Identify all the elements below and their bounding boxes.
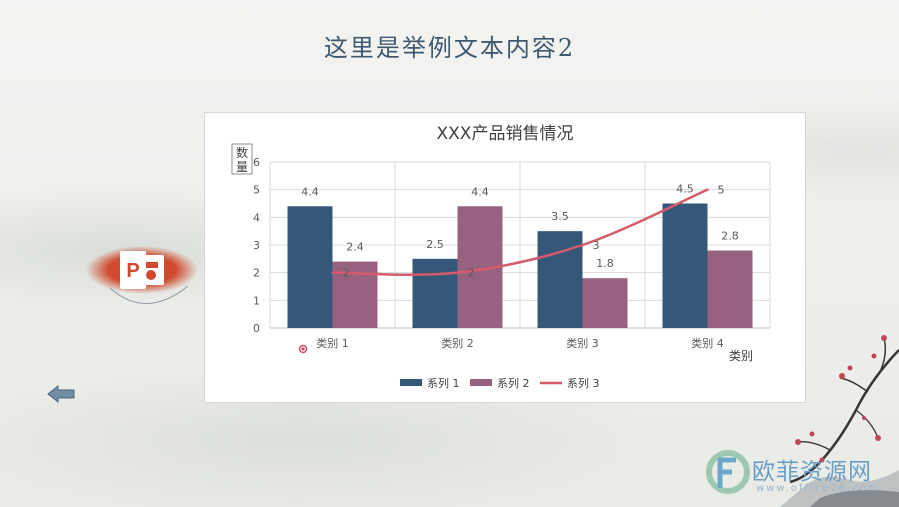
- svg-text:量: 量: [236, 160, 248, 174]
- data-label: 1.8: [596, 257, 614, 270]
- legend-swatch: [470, 379, 492, 386]
- watermark-text: 欧菲资源网: [752, 459, 872, 485]
- x-tick-label: 类别 4: [691, 336, 724, 350]
- x-tick-label: 类别 2: [441, 336, 474, 350]
- bar-series-1: [412, 258, 458, 328]
- line-series-3: [331, 188, 709, 276]
- data-label: 5: [718, 184, 725, 197]
- x-axis-ticks: 类别 1 类别 2 类别 3 类别 4: [316, 336, 724, 350]
- bar-series-2: [582, 278, 628, 328]
- y-tick-label: 4: [253, 211, 260, 224]
- data-label: 2.8: [721, 230, 739, 243]
- y-tick-label: 3: [253, 239, 260, 252]
- site-logo: [706, 450, 750, 494]
- bar-series-1: [287, 206, 333, 328]
- chart-container[interactable]: XXX产品销售情况 0 1 2 3 4 5 6 4.4 2.5 3.5 4.5 2.4 4.4 1.8 2…: [204, 112, 806, 403]
- y-axis-title: 数 量: [231, 143, 253, 175]
- chart-title: XXX产品销售情况: [437, 124, 574, 144]
- data-label: 2: [343, 267, 350, 280]
- watermark-url: www.office26.com: [756, 483, 880, 494]
- slide-title: 这里是举例文本内容2: [323, 34, 576, 62]
- legend-label: 系列 2: [497, 376, 530, 390]
- x-tick-label: 类别 3: [566, 336, 599, 350]
- y-tick-label: 2: [253, 267, 260, 280]
- bar-series-1: [662, 203, 708, 328]
- plum-branch-decoration: [780, 335, 899, 507]
- bar-line-chart: XXX产品销售情况 0 1 2 3 4 5 6 4.4 2.5 3.5 4.5 2.4 4.4 1.8 2…: [231, 124, 771, 390]
- data-label: 2.4: [346, 241, 364, 254]
- y-tick-label: 5: [253, 184, 260, 197]
- y-tick-label: 1: [253, 294, 260, 307]
- data-label: 3.5: [551, 210, 569, 223]
- legend-swatch: [400, 379, 422, 386]
- legend-label: 系列 1: [427, 376, 460, 390]
- data-label: 4.5: [676, 183, 694, 196]
- data-label: 2.5: [426, 238, 444, 251]
- powerpoint-icon[interactable]: P: [86, 242, 198, 302]
- data-label: 3: [593, 239, 600, 252]
- chart-data-labels: 4.4 2.5 3.5 4.5 2.4 4.4 1.8 2.8 2 2 3 5: [301, 183, 739, 280]
- chart-line: [331, 188, 709, 276]
- bar-series-2: [707, 250, 753, 328]
- y-tick-label: 0: [253, 322, 260, 335]
- decorative-swoosh: [109, 285, 189, 304]
- x-tick-label: 类别 1: [316, 336, 349, 350]
- back-arrow-icon[interactable]: [46, 384, 76, 404]
- y-axis-ticks: 0 1 2 3 4 5 6: [253, 156, 260, 335]
- legend-label: 系列 3: [567, 376, 600, 390]
- x-axis-title: 类别: [729, 349, 753, 363]
- data-label: 4.4: [301, 185, 319, 198]
- chart-legend: 系列 1 系列 2 系列 3: [400, 376, 600, 390]
- cursor-marker: [298, 344, 308, 354]
- bar-series-1: [537, 231, 583, 328]
- cursor-marker-dot: [301, 347, 305, 351]
- data-label: 4.4: [471, 185, 489, 198]
- y-tick-label: 6: [253, 156, 260, 169]
- svg-text:数: 数: [236, 145, 248, 160]
- svg-text:P: P: [126, 260, 139, 282]
- data-label: 2: [468, 267, 475, 280]
